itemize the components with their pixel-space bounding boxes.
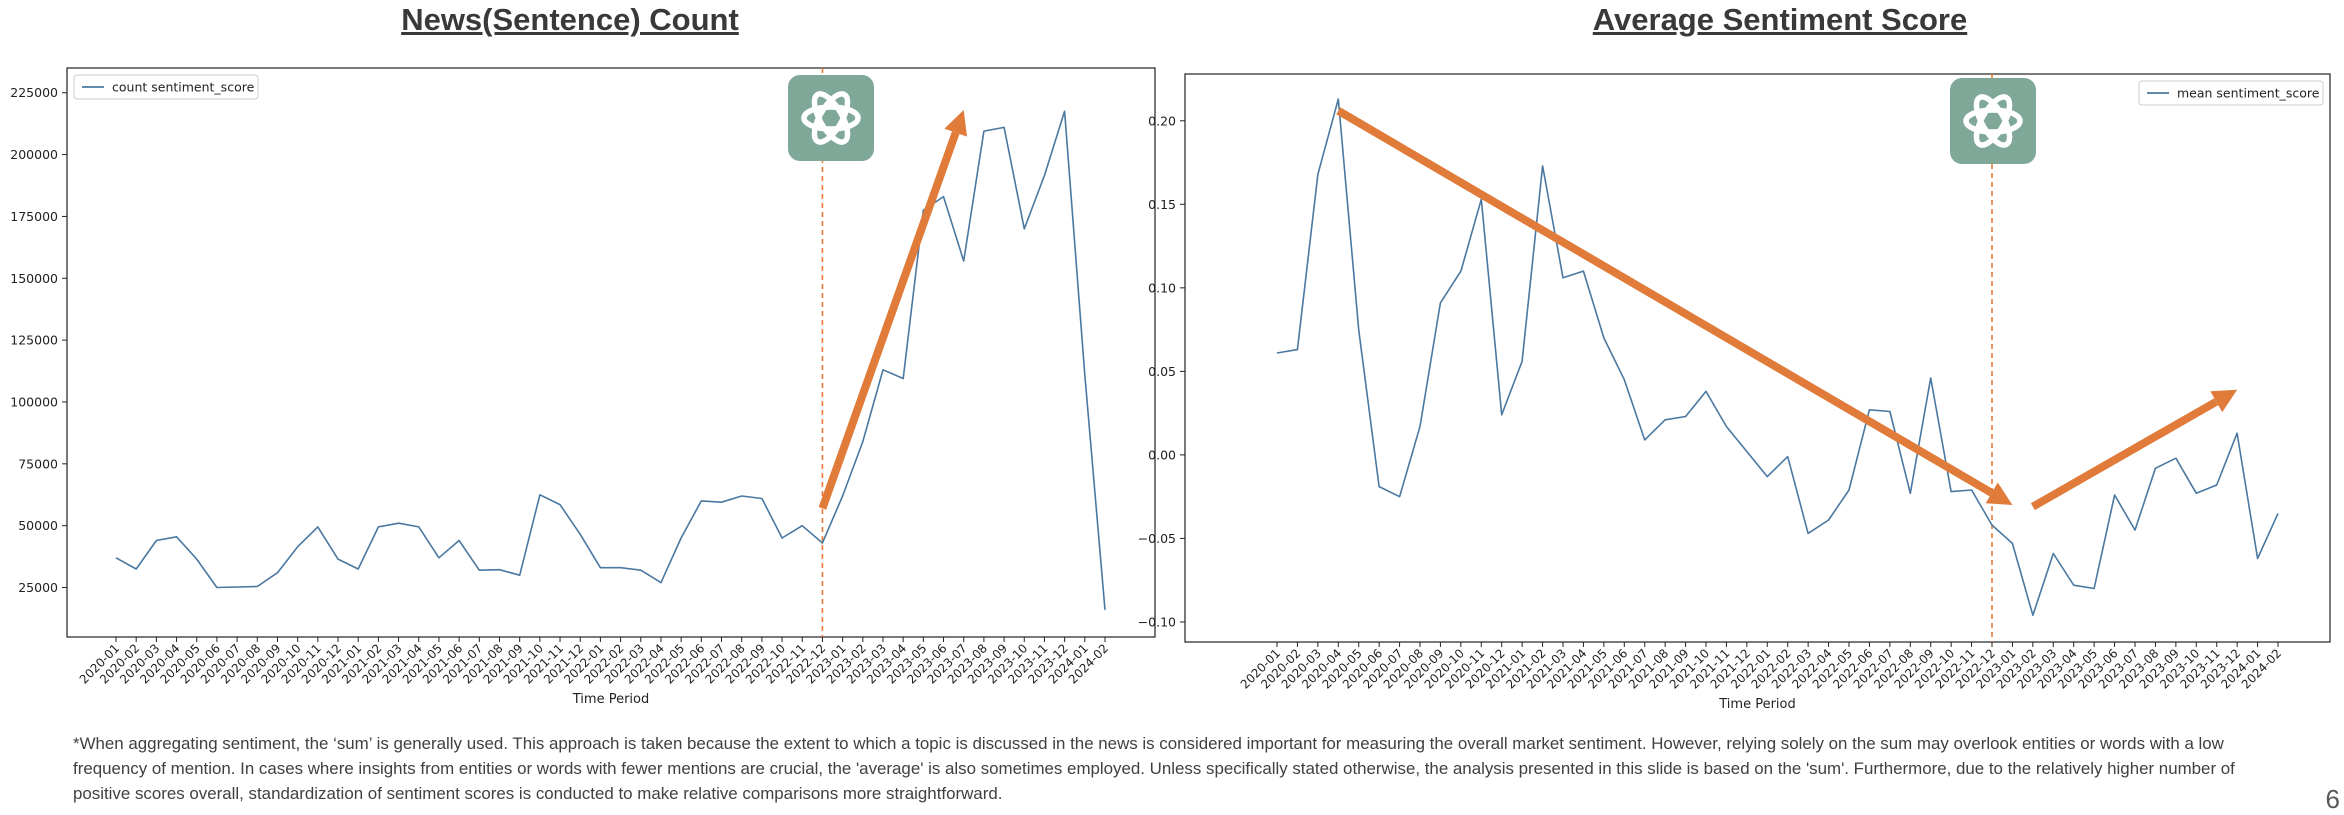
series-line [1277,99,2278,615]
x-axis-label: Time Period [1718,697,1795,712]
y-tick-label: 0.15 [1148,197,1176,212]
y-tick-label: 0.00 [1148,447,1176,462]
openai-knot-icon [788,75,874,161]
page-number: 6 [2326,784,2340,815]
openai-logo-icon [1950,78,2036,164]
footnote-text: *When aggregating sentiment, the ‘sum’ i… [73,731,2288,806]
y-tick-label: 0.05 [1148,364,1176,379]
openai-logo-icon [788,75,874,161]
openai-knot-icon [1950,78,2036,164]
trend-arrow-shaft [2033,402,2216,507]
legend-label: mean sentiment_score [2177,86,2320,101]
y-tick-label: −0.05 [1138,531,1176,546]
y-tick-label: −0.10 [1138,614,1176,629]
y-tick-label: 0.10 [1148,280,1176,295]
y-tick-label: 0.20 [1148,113,1176,128]
trend-arrow-shaft [1338,111,1991,493]
